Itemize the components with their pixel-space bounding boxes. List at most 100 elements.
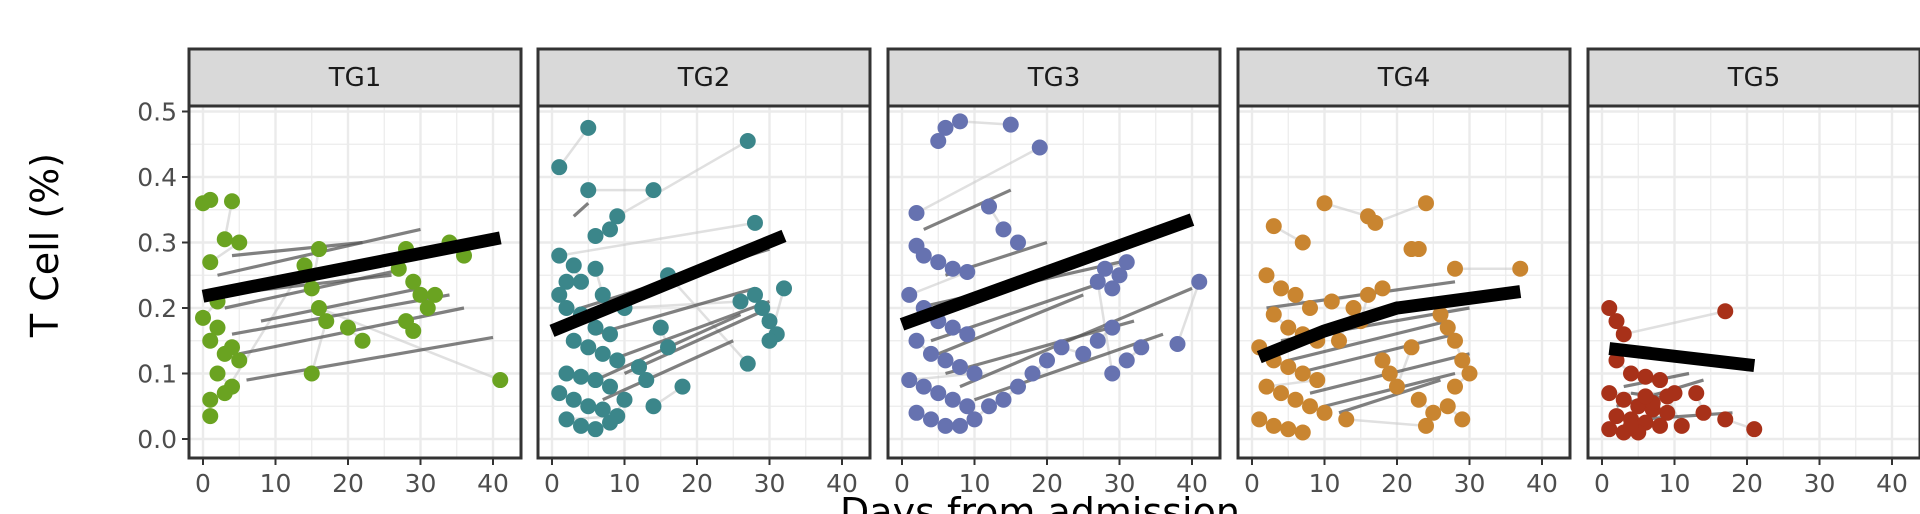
data-point (216, 385, 233, 402)
data-point (580, 182, 597, 199)
data-point (1338, 411, 1355, 428)
data-point (1623, 417, 1639, 434)
data-point (209, 365, 226, 382)
data-point (652, 319, 669, 336)
data-point (1316, 195, 1333, 212)
data-point (1652, 417, 1668, 434)
data-point (959, 263, 976, 280)
trajectory-line (558, 127, 590, 168)
data-point (660, 339, 676, 356)
individual-fit-line (260, 286, 421, 323)
panel-border (886, 104, 1222, 460)
data-point (1447, 332, 1463, 349)
data-point (311, 300, 327, 316)
x-tick-label: 10 (609, 469, 641, 498)
trajectory-line (909, 372, 975, 382)
data-point (609, 352, 626, 369)
data-point (1280, 421, 1297, 438)
data-point (602, 326, 618, 343)
data-point (1717, 303, 1734, 320)
data-point (419, 300, 436, 316)
data-point (558, 411, 575, 428)
data-point (1652, 372, 1668, 389)
data-point (587, 421, 604, 438)
trajectory-line (1266, 378, 1318, 388)
data-point (587, 260, 604, 277)
individual-fit-line (231, 240, 363, 258)
individual-fit-line (609, 299, 771, 362)
data-point (1439, 398, 1456, 415)
individual-fit-line (1295, 332, 1456, 376)
data-point (1410, 241, 1427, 258)
data-point (303, 280, 320, 297)
strip-header (886, 47, 1222, 108)
data-point (565, 332, 582, 349)
x-tick-label: 40 (1176, 469, 1208, 498)
trajectory-line (959, 120, 1011, 126)
x-tick-label: 30 (1104, 469, 1136, 498)
data-point (580, 119, 597, 136)
trajectory-line (624, 300, 741, 310)
x-tick-label: 40 (477, 469, 509, 498)
data-point (1302, 300, 1318, 316)
data-point (202, 391, 219, 408)
data-point (1251, 411, 1268, 428)
data-point (761, 332, 778, 349)
data-point (1010, 378, 1026, 395)
data-point (580, 398, 597, 415)
data-point (645, 398, 662, 415)
panel-tg1: TG1 0 10 20 30 40 (187, 47, 523, 498)
y-tick-label: 0.4 (137, 163, 177, 192)
data-point (1688, 385, 1705, 402)
data-point (551, 385, 568, 402)
data-point (405, 273, 422, 290)
data-point (1381, 365, 1398, 382)
data-point (1258, 378, 1275, 395)
individual-fit-line (1287, 319, 1449, 362)
data-point (1265, 306, 1282, 323)
panel-border (187, 104, 523, 460)
data-point (1659, 388, 1676, 405)
data-point (594, 401, 611, 418)
plot-background (538, 106, 870, 458)
data-point (1089, 273, 1106, 290)
individual-fit-line (945, 319, 1135, 376)
x-tick-label: 20 (1381, 469, 1413, 498)
data-point (1615, 391, 1632, 408)
x-tick-label: 0 (544, 469, 560, 498)
individual-fit-line (231, 293, 450, 336)
data-point (602, 414, 618, 431)
data-point (1053, 339, 1070, 356)
data-point (739, 132, 756, 149)
data-point (1294, 365, 1311, 382)
data-point (959, 398, 976, 415)
population-trend-line (549, 229, 787, 337)
data-point (1374, 352, 1391, 369)
y-tick-label: 0.1 (137, 360, 177, 389)
data-point (1367, 214, 1384, 231)
data-point (1169, 336, 1186, 353)
data-point (944, 260, 961, 277)
data-point (587, 372, 604, 389)
data-point (732, 293, 749, 310)
data-point (573, 417, 589, 434)
data-point (405, 322, 422, 339)
data-point (1425, 404, 1442, 421)
data-point (1287, 286, 1304, 303)
data-point (915, 247, 932, 264)
data-point (1118, 254, 1135, 271)
x-tick-label: 30 (405, 469, 437, 498)
data-point (311, 241, 327, 258)
strip-label: TG1 (328, 63, 382, 93)
data-point (1273, 280, 1289, 297)
data-point (1309, 372, 1326, 389)
data-point (1265, 218, 1282, 235)
data-point (224, 339, 240, 356)
data-point (1601, 421, 1618, 438)
population-trend-line (201, 231, 502, 303)
data-point (930, 132, 947, 149)
data-point (923, 345, 939, 362)
y-tick-label: 0.3 (137, 229, 177, 258)
data-point (551, 159, 568, 176)
panel-border (1586, 104, 1920, 460)
